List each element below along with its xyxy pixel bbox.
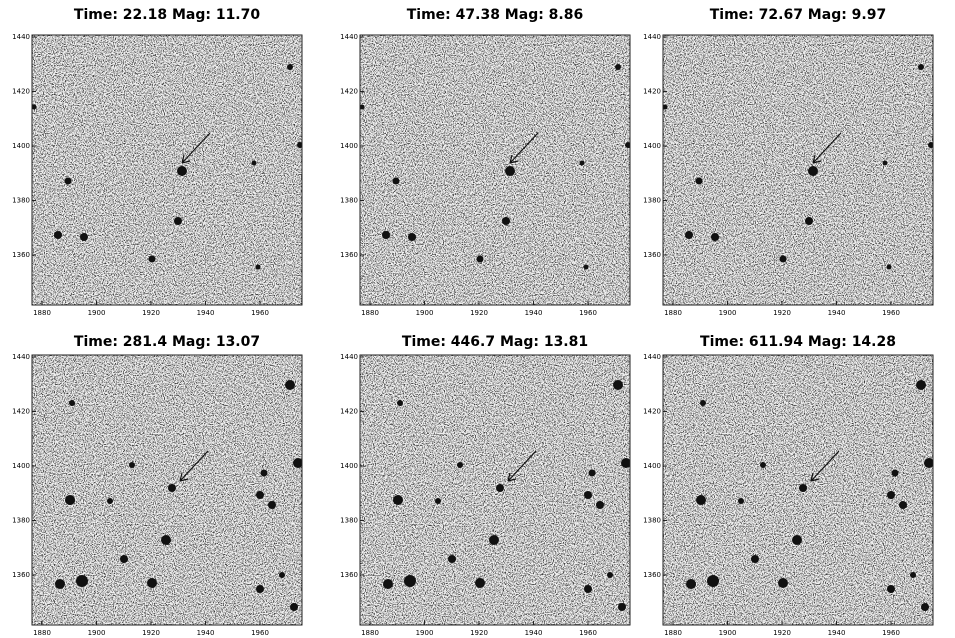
y-tick-label: 1360: [340, 571, 358, 579]
y-tick-label: 1380: [340, 197, 358, 205]
y-tick-label: 1420: [12, 408, 30, 416]
x-tick-label: 1940: [828, 629, 846, 637]
y-tick-label: 1400: [340, 462, 358, 470]
image-noise: [32, 355, 302, 625]
panel-title: Time: 22.18 Mag: 11.70: [74, 7, 260, 23]
panel: Time: 72.67 Mag: 9.97 1440 1420 1400 1380 136…: [643, 7, 934, 317]
y-tick-label: 1400: [643, 462, 661, 470]
x-tick-label: 1920: [142, 629, 160, 637]
image-noise: [32, 35, 302, 305]
x-tick-label: 1920: [773, 309, 791, 317]
y-tick-label: 1420: [643, 408, 661, 416]
y-tick-label: 1420: [12, 88, 30, 96]
panel: Time: 22.18 Mag: 11.70 1440 1420 1400 1380 13…: [12, 7, 303, 317]
y-tick-label: 1440: [340, 353, 358, 361]
x-tick-label: 1920: [470, 309, 488, 317]
y-tick-label: 1420: [340, 408, 358, 416]
x-tick-label: 1900: [88, 629, 106, 637]
x-tick-label: 1900: [719, 309, 737, 317]
y-tick-label: 1360: [12, 571, 30, 579]
x-tick-label: 1880: [33, 309, 51, 317]
x-tick-label: 1940: [828, 309, 846, 317]
y-tick-label: 1440: [340, 33, 358, 41]
panel: Time: 281.4 Mag: 13.07 1440 1420 1400 1380 13…: [12, 334, 303, 637]
x-tick-label: 1960: [579, 629, 597, 637]
panel: Time: 47.38 Mag: 8.86 1440 1420 1400 1380 136…: [340, 7, 631, 317]
x-tick-label: 1880: [664, 629, 682, 637]
y-tick-label: 1440: [643, 353, 661, 361]
x-tick-label: 1940: [525, 309, 543, 317]
y-tick-label: 1380: [12, 517, 30, 525]
x-tick-label: 1900: [416, 629, 434, 637]
x-tick-label: 1920: [773, 629, 791, 637]
image-frame: [31, 354, 303, 626]
y-tick-label: 1440: [643, 33, 661, 41]
y-tick-label: 1420: [340, 88, 358, 96]
y-tick-label: 1380: [340, 517, 358, 525]
y-tick-label: 1360: [340, 251, 358, 259]
y-tick-label: 1420: [643, 88, 661, 96]
x-tick-label: 1900: [88, 309, 106, 317]
image-frame: [662, 34, 934, 306]
panel-title: Time: 47.38 Mag: 8.86: [407, 7, 583, 23]
y-tick-label: 1440: [12, 33, 30, 41]
image-noise: [663, 355, 933, 625]
x-tick-label: 1900: [719, 629, 737, 637]
x-tick-label: 1900: [416, 309, 434, 317]
y-tick-label: 1360: [12, 251, 30, 259]
y-tick-label: 1380: [12, 197, 30, 205]
panel-title: Time: 281.4 Mag: 13.07: [74, 334, 260, 350]
panel-title: Time: 446.7 Mag: 13.81: [402, 334, 588, 350]
image-noise: [360, 35, 630, 305]
x-tick-label: 1920: [470, 629, 488, 637]
y-tick-label: 1400: [12, 142, 30, 150]
image-noise: [360, 355, 630, 625]
panel: Time: 446.7 Mag: 13.81 1440 1420 1400 1380 13…: [340, 334, 631, 637]
x-tick-label: 1880: [33, 629, 51, 637]
panel: Time: 611.94 Mag: 14.28 1440 1420 1400 1380 1…: [643, 334, 934, 637]
x-tick-label: 1940: [197, 629, 215, 637]
x-tick-label: 1960: [882, 629, 900, 637]
x-tick-label: 1940: [197, 309, 215, 317]
image-noise: [663, 35, 933, 305]
y-tick-label: 1440: [12, 353, 30, 361]
image-frame: [662, 354, 934, 626]
x-tick-label: 1960: [251, 309, 269, 317]
x-tick-label: 1880: [361, 629, 379, 637]
y-tick-label: 1360: [643, 251, 661, 259]
y-tick-label: 1400: [340, 142, 358, 150]
x-tick-label: 1960: [882, 309, 900, 317]
x-tick-label: 1960: [251, 629, 269, 637]
y-tick-label: 1400: [643, 142, 661, 150]
x-tick-label: 1880: [664, 309, 682, 317]
image-frame: [359, 34, 631, 306]
y-tick-label: 1360: [643, 571, 661, 579]
panel-title: Time: 72.67 Mag: 9.97: [710, 7, 886, 23]
panel-title: Time: 611.94 Mag: 14.28: [700, 334, 896, 350]
image-frame: [31, 34, 303, 306]
x-tick-label: 1940: [525, 629, 543, 637]
y-tick-label: 1380: [643, 517, 661, 525]
image-frame: [359, 354, 631, 626]
x-tick-label: 1920: [142, 309, 160, 317]
x-tick-label: 1960: [579, 309, 597, 317]
y-tick-label: 1380: [643, 197, 661, 205]
y-tick-label: 1400: [12, 462, 30, 470]
x-tick-label: 1880: [361, 309, 379, 317]
